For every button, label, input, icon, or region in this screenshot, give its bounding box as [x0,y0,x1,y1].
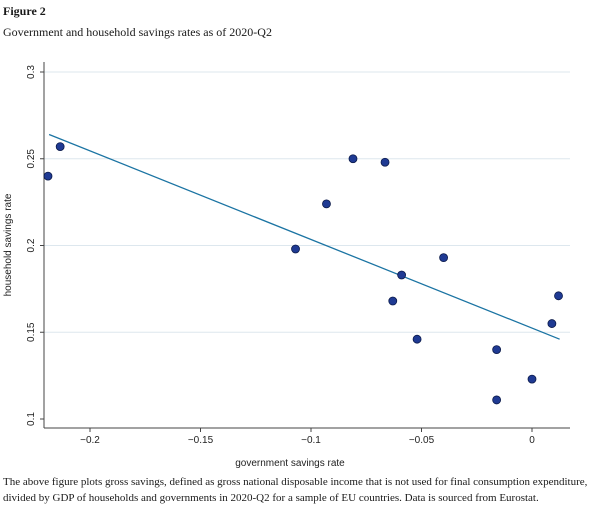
grid-lines [44,71,570,333]
data-point [412,334,422,344]
y-tick-label: 0.25 [26,149,37,169]
y-tick-label: 0.15 [26,322,37,342]
figure-label: Figure 2 [3,4,46,18]
x-axis-label: government savings rate [235,458,345,469]
data-point [291,244,300,254]
x-tick-label: −0.05 [409,435,435,446]
y-axis-ticks: 0.1 0.15 0.2 0.25 0.3 [26,65,44,426]
figure-title: Government and household savings rates a… [3,25,272,39]
data-point [55,142,65,152]
y-tick-label: 0.2 [26,238,37,252]
x-tick-label: −0.15 [188,435,214,446]
y-axis-label: household savings rate [3,193,14,296]
data-point [547,319,557,328]
data-point [388,296,398,306]
data-point [397,270,407,280]
data-point [322,199,331,209]
scatter-chart: −0.2 −0.15 −0.1 −0.05 0 0.1 0.15 0.2 0.25 0.3 go… [3,62,570,469]
y-tick-label: 0.1 [26,412,37,426]
x-tick-label: −0.2 [80,435,100,446]
x-axis-ticks: −0.2 −0.15 −0.1 −0.05 0 [80,428,535,446]
data-point [439,253,449,263]
data-point [348,154,358,164]
x-tick-label: −0.1 [301,435,321,446]
data-point [492,395,502,405]
data-point [527,374,537,384]
y-tick-label: 0.3 [26,65,37,79]
figure-caption: The above figure plots gross savings, de… [3,476,588,504]
data-point [43,171,53,181]
data-point [554,291,563,301]
fit-line [48,133,560,340]
data-points [43,142,563,405]
data-point [492,345,502,355]
data-point [380,157,390,167]
x-tick-label: 0 [529,435,535,446]
